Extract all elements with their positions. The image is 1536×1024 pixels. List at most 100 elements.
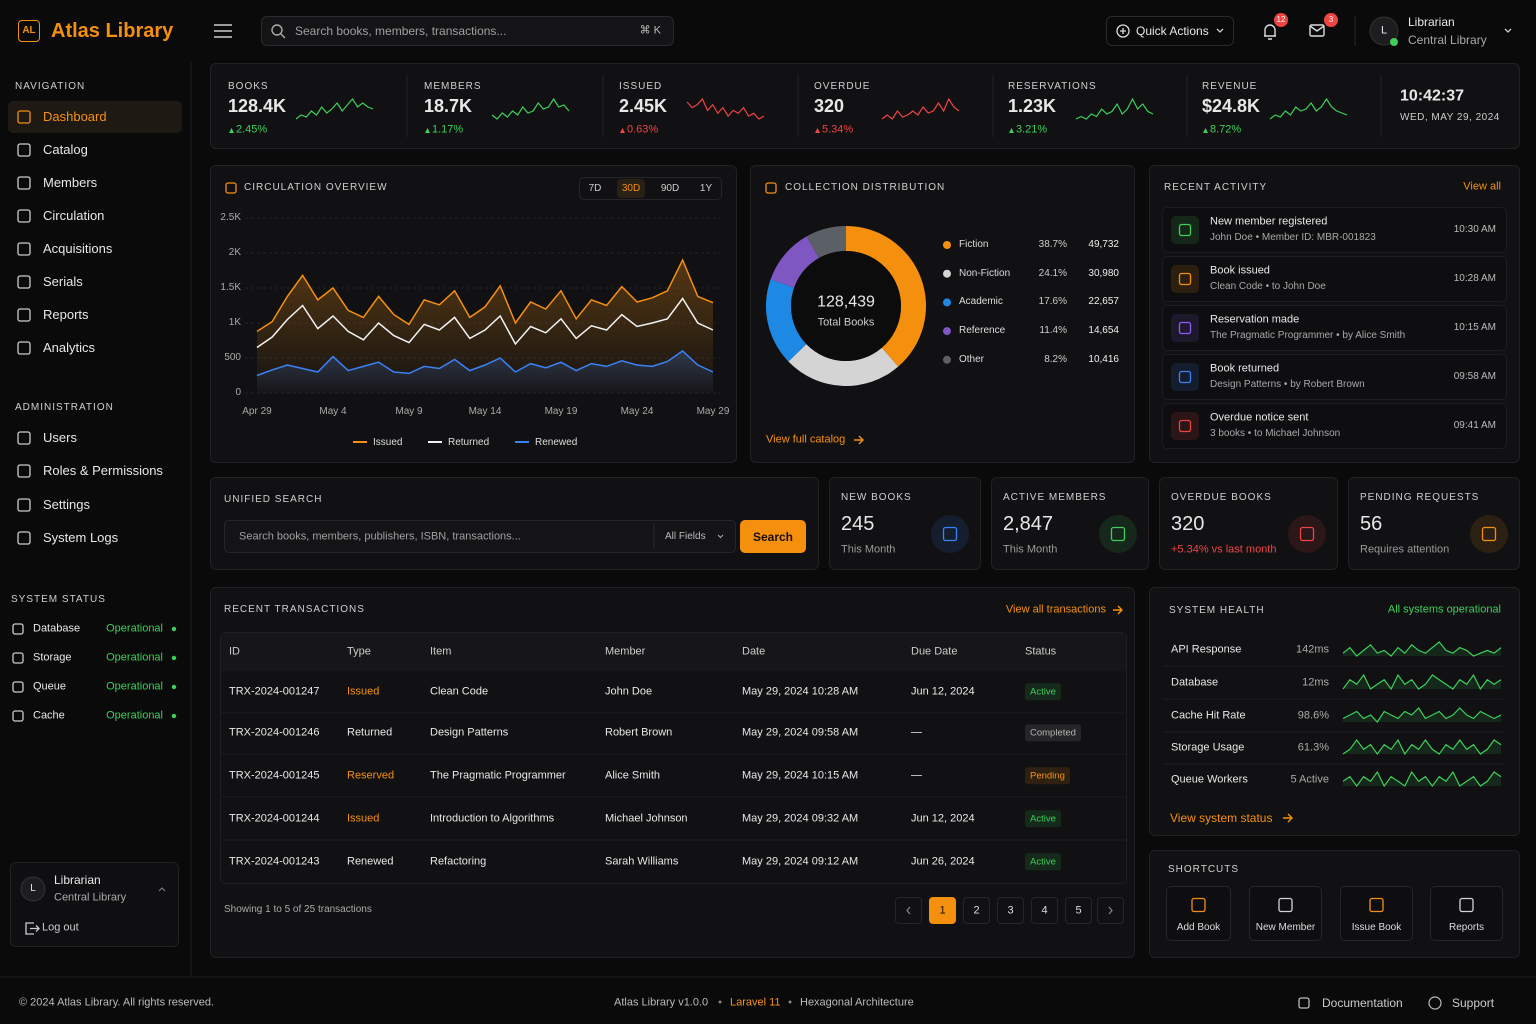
- page-button[interactable]: [1065, 897, 1092, 924]
- table-cell: Design Patterns: [430, 726, 509, 739]
- health-value: 61.3%: [1297, 741, 1329, 754]
- icon: [17, 209, 31, 223]
- footer-link[interactable]: Documentation: [1322, 995, 1403, 1010]
- kpi-label: PENDING REQUESTS: [1360, 492, 1480, 503]
- nav-item[interactable]: Roles & Permissions: [43, 463, 163, 479]
- nav-item[interactable]: Members: [43, 175, 98, 191]
- table-cell: Clean Code: [430, 685, 489, 698]
- user-role: Central Library: [54, 891, 127, 904]
- activity-icon-bg: [1171, 265, 1199, 293]
- logout[interactable]: Log out: [42, 921, 79, 934]
- nav-item[interactable]: Serials: [43, 274, 83, 290]
- series-line: [256, 258, 714, 333]
- activity-icon-bg: [1171, 216, 1199, 244]
- range-button[interactable]: 7D: [588, 183, 602, 194]
- link[interactable]: View full catalog: [766, 433, 846, 446]
- page-button[interactable]: [963, 897, 990, 924]
- search-button[interactable]: [740, 520, 806, 553]
- column-header: Date: [742, 645, 766, 658]
- stat-value: 2.45K: [619, 96, 668, 117]
- header-search[interactable]: [261, 16, 674, 46]
- table-cell: TRX-2024-001247: [229, 685, 320, 698]
- nav-item[interactable]: Catalog: [43, 142, 88, 158]
- icon: [1178, 272, 1192, 286]
- link[interactable]: View all transactions: [1005, 603, 1106, 616]
- nav-item[interactable]: Settings: [43, 497, 90, 513]
- range-button[interactable]: 30D: [621, 183, 641, 194]
- donut-total-label: Total Books: [817, 316, 875, 329]
- y-tick-label: 2K: [228, 247, 241, 258]
- kpi-icon-bg: [1288, 515, 1326, 553]
- shortcut-button[interactable]: [1340, 886, 1413, 941]
- online-dot: [1390, 38, 1398, 46]
- series-area: [257, 260, 713, 393]
- trend-arrow: [425, 128, 430, 133]
- avatar-letter: L: [30, 883, 36, 894]
- link[interactable]: View all: [1463, 180, 1501, 193]
- stat-value: 320: [814, 96, 845, 117]
- shortcut-button[interactable]: [1166, 886, 1231, 941]
- kpi-label: OVERDUE BOOKS: [1171, 492, 1272, 503]
- nav-item[interactable]: Acquisitions: [43, 241, 113, 257]
- nav-item[interactable]: Dashboard: [43, 109, 107, 125]
- range-button[interactable]: 1Y: [699, 183, 713, 194]
- shortcut: ⌘ K: [639, 24, 661, 37]
- page-button[interactable]: [895, 897, 922, 924]
- status-badge: Active: [1025, 683, 1061, 701]
- user-name: Librarian: [54, 872, 101, 887]
- shortcut-button[interactable]: [1430, 886, 1503, 941]
- icon: [1178, 321, 1192, 335]
- sparkline: [881, 97, 960, 120]
- nav-item[interactable]: Reports: [43, 307, 89, 323]
- link[interactable]: View system status: [1170, 810, 1273, 825]
- legend-percent: 11.4%: [1039, 325, 1067, 337]
- active-range: [617, 179, 645, 198]
- health-name: Queue Workers: [1171, 773, 1248, 786]
- health-name: Database: [1171, 676, 1219, 689]
- arrow-icon: [1113, 605, 1123, 615]
- shortcut-button[interactable]: [1249, 886, 1322, 941]
- range-button[interactable]: 90D: [660, 183, 680, 194]
- page-button[interactable]: [997, 897, 1024, 924]
- page-number: 4: [1041, 904, 1048, 917]
- activity-subtitle: The Pragmatic Programmer • by Alice Smit…: [1210, 330, 1406, 341]
- stat-label: REVENUE: [1202, 81, 1258, 92]
- activity-time: 09:58 AM: [1453, 371, 1496, 382]
- page-button[interactable]: [929, 897, 956, 924]
- status-badge: Active: [1025, 810, 1061, 828]
- arrow-icon: [1283, 813, 1293, 823]
- activity-title: Book returned: [1210, 362, 1280, 375]
- user-role: Central Library: [1408, 32, 1487, 47]
- page-button[interactable]: [1097, 897, 1124, 924]
- stat-label: OVERDUE: [814, 81, 871, 92]
- sparkline-area: [1343, 708, 1501, 722]
- activity-subtitle: 3 books • to Michael Johnson: [1210, 428, 1341, 439]
- nav-item[interactable]: Analytics: [43, 340, 96, 356]
- sparkline: [295, 97, 374, 120]
- donut-slice: [770, 236, 819, 288]
- page-button[interactable]: [1031, 897, 1058, 924]
- nav-item[interactable]: System Logs: [43, 530, 119, 546]
- plus-icon: [1116, 24, 1130, 38]
- sparkline: [686, 97, 765, 120]
- legend-percent: 17.6%: [1038, 296, 1067, 308]
- quick-actions[interactable]: [1106, 16, 1234, 46]
- nav-item[interactable]: Circulation: [43, 208, 105, 224]
- kpi-label: NEW BOOKS: [841, 492, 912, 503]
- legend-dot: [943, 327, 951, 336]
- kpi-sub: This Month: [1003, 543, 1058, 556]
- search-button-label: Search: [752, 529, 794, 544]
- nav-item[interactable]: Users: [43, 430, 77, 446]
- kpi-value: 320: [1171, 513, 1205, 535]
- footer-link[interactable]: Support: [1452, 995, 1495, 1010]
- table-cell: May 29, 2024 09:12 AM: [742, 855, 859, 868]
- arrow-icon: [854, 435, 864, 445]
- mail-icon: [1309, 25, 1325, 32]
- chevron: [906, 906, 911, 915]
- search-scope[interactable]: All Fields: [665, 531, 706, 542]
- chevron: [1108, 906, 1113, 915]
- page-number: 3: [1007, 904, 1014, 917]
- series-line: [256, 297, 714, 349]
- y-tick-label: 1.5K: [220, 282, 241, 293]
- search-input[interactable]: [224, 520, 736, 553]
